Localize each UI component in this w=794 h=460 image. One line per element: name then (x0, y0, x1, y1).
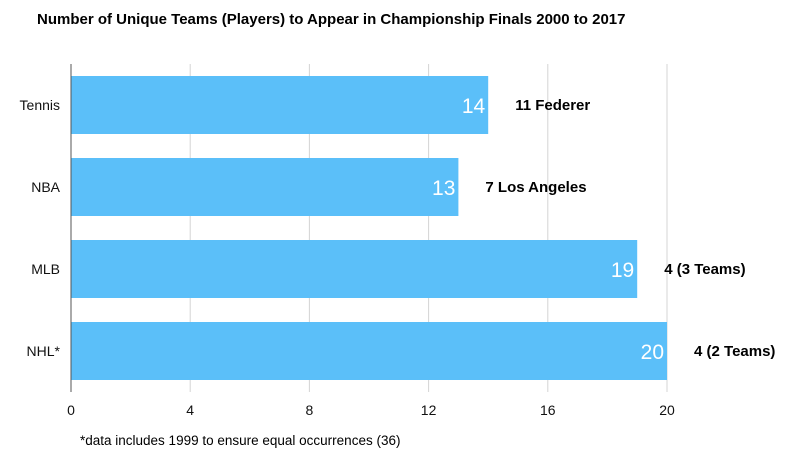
x-tick-label: 8 (306, 402, 314, 418)
bar-annotation: 4 (2 Teams) (694, 343, 775, 360)
bar-value-label: 13 (432, 177, 455, 200)
chart-footnote: *data includes 1999 to ensure equal occu… (80, 433, 401, 448)
x-tick-label: 0 (67, 402, 75, 418)
bar-annotation: 4 (3 Teams) (664, 261, 745, 278)
category-label: NBA (31, 179, 60, 195)
bar-annotation: 7 Los Angeles (485, 179, 586, 196)
category-label: MLB (31, 261, 60, 277)
x-tick-label: 4 (186, 402, 194, 418)
bar (71, 158, 459, 216)
bar (71, 76, 489, 134)
bar-value-label: 19 (611, 259, 634, 282)
bar-value-label: 14 (462, 95, 486, 118)
chart-title: Number of Unique Teams (Players) to Appe… (37, 11, 626, 28)
labels: 0 4 8 12 16 20 Tennis 14 11 Federer NBA 13 7 Los An… (20, 95, 776, 418)
category-label: NHL* (27, 343, 61, 359)
category-label: Tennis (20, 97, 60, 113)
bar (71, 322, 667, 380)
bars (71, 76, 667, 380)
x-tick-label: 20 (659, 402, 675, 418)
bar (71, 240, 638, 298)
bar-annotation: 11 Federer (515, 97, 590, 114)
x-tick-label: 12 (421, 402, 437, 418)
bar-value-label: 20 (641, 341, 664, 364)
x-tick-label: 16 (540, 402, 556, 418)
